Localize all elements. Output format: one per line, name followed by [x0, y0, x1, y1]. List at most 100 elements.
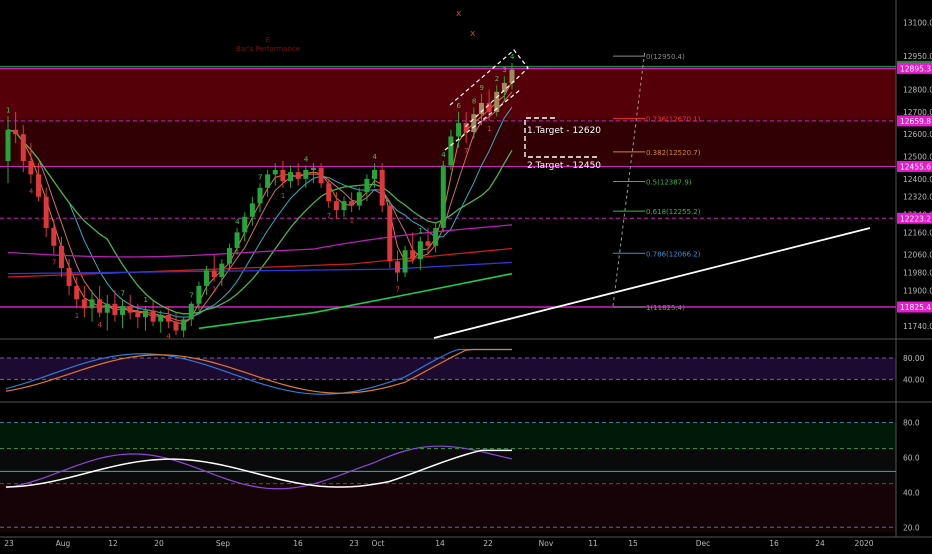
candle-body [74, 285, 80, 300]
td-count: 1 [350, 216, 354, 224]
x-tick-label: 20 [154, 539, 164, 548]
candle-body [13, 129, 19, 135]
y-tick-label: 12500.0 [903, 153, 932, 162]
target-bracket [524, 117, 600, 158]
x-marker: x [470, 29, 476, 39]
x-tick-label: 23 [4, 539, 14, 548]
target1-label: 1.Target - 12620 [527, 126, 601, 136]
candle-body [188, 303, 194, 320]
rsi-tick-label: 60.0 [903, 453, 920, 462]
ma-green [198, 272, 513, 330]
x-tick-label: 2020 [854, 539, 873, 548]
td-count: 4 [235, 218, 240, 226]
rsi-lower-band [0, 483, 896, 533]
candle-body [20, 134, 26, 161]
candle-body [501, 82, 507, 92]
candle-body [387, 205, 393, 262]
price-box [897, 301, 932, 313]
candle-body [165, 314, 171, 322]
candle-body [456, 123, 462, 137]
candle-body [89, 299, 95, 309]
y-tick-label: 11900.0 [903, 286, 932, 295]
fib-label: 0.5(12387.9) [646, 179, 692, 187]
candle-body [204, 270, 210, 286]
candle-body [486, 103, 492, 112]
candle-body [249, 203, 255, 217]
candle-body [5, 129, 11, 161]
price-box-label: 12895.3 [900, 64, 931, 73]
y-tick-label: 12400.0 [903, 175, 932, 184]
td-count: 9 [479, 84, 483, 92]
td-count: 7 [327, 212, 331, 220]
td-count: 7 [189, 292, 193, 300]
candle-body [356, 192, 362, 206]
fib-trend-line [612, 49, 646, 307]
td-count: 7 [121, 289, 125, 297]
ma-blue [7, 261, 513, 275]
x-tick-label: Sep [216, 539, 230, 548]
fib-label: 0.618(12255.2) [646, 208, 701, 216]
x-tick-label: Nov [539, 539, 554, 548]
rsi-signal-line [5, 449, 512, 488]
candle-body [318, 167, 324, 184]
candle-body [379, 169, 385, 206]
candle-body [28, 161, 34, 175]
x-tick-label: 23 [349, 539, 359, 548]
ma-red [7, 247, 513, 278]
td-count: 7 [52, 259, 56, 267]
stoch-tick-label: 40.00 [903, 375, 925, 384]
trend-line [433, 227, 871, 339]
td-count: 7 [464, 147, 468, 155]
inner-zone [0, 118, 896, 167]
td-count: 4 [373, 153, 378, 161]
td-count: 1 [143, 296, 147, 304]
fib-label: 0.382(12520.7) [646, 149, 701, 157]
x-tick-label: 22 [483, 539, 493, 548]
y-tick-label: 12800.0 [903, 86, 932, 95]
y-tick-label: 11980.0 [903, 269, 932, 278]
candle-body [402, 250, 408, 273]
td-count: 4 [29, 187, 34, 195]
td-count: 1 [487, 125, 491, 133]
price-box [897, 62, 932, 74]
candle-body [36, 174, 42, 197]
candle-body [509, 69, 515, 83]
candle-body [242, 216, 248, 233]
candle-body [417, 241, 423, 260]
price-box-label: 12223.2 [900, 214, 931, 223]
td-count: 1 [418, 227, 422, 235]
fib-label: 1(11825.4) [646, 304, 685, 312]
stoch-d [5, 348, 512, 394]
candle-body [234, 232, 240, 248]
rsi-tick-label: 20.0 [903, 523, 920, 532]
candle-body [303, 169, 309, 179]
candle-body [196, 285, 202, 304]
td-count: 4 [510, 53, 515, 61]
td-count: 1 [212, 285, 216, 293]
candle-body [211, 270, 217, 277]
candle-body [142, 310, 148, 318]
candle-body [448, 136, 454, 166]
td-count: 4 [441, 151, 446, 159]
x-tick-label: 12 [108, 539, 118, 548]
candle-body [280, 169, 286, 182]
candle-body [410, 250, 416, 260]
candle-body [295, 172, 301, 179]
candle-body [257, 187, 263, 204]
td-count: 1 [75, 312, 79, 320]
y-tick-label: 13100.0 [903, 19, 932, 28]
candle-body [104, 303, 110, 313]
candle-body [349, 201, 355, 206]
candle-body [364, 178, 370, 193]
y-tick-label: 12600.0 [903, 130, 932, 139]
channel-dashed [449, 49, 529, 129]
candle-body [226, 248, 232, 264]
candle-body [51, 227, 57, 246]
candle-body [272, 169, 278, 175]
faded-letter: E [266, 36, 270, 44]
price-box [897, 160, 932, 172]
y-tick-label: 12060.0 [903, 251, 932, 260]
td-count: 4 [166, 332, 171, 340]
